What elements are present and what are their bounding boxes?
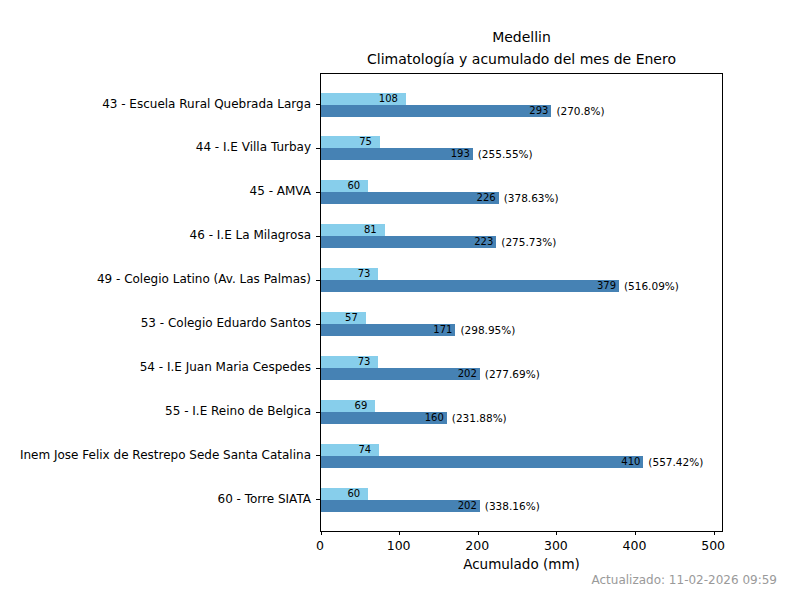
bar-percentage-label: (270.8%)	[556, 105, 604, 117]
bar-value-acumulado: 202	[458, 368, 477, 380]
bar-value-climatologia: 57	[345, 312, 358, 324]
y-axis-category-label: 60 - Torre SIATA	[218, 491, 312, 507]
bar-percentage-label: (298.95%)	[460, 324, 515, 336]
y-axis-category-label: 55 - I.E Reino de Belgica	[165, 403, 311, 419]
bar-acumulado	[321, 236, 496, 248]
x-axis-tick-label: 500	[683, 538, 743, 553]
bar-percentage-label: (378.63%)	[504, 192, 559, 204]
bar-value-acumulado: 293	[529, 105, 548, 117]
bar-value-climatologia: 75	[359, 136, 372, 148]
bar-acumulado	[321, 105, 551, 117]
chart-title-line2: Climatología y acumulado del mes de Ener…	[320, 48, 723, 70]
bar-value-climatologia: 69	[355, 400, 368, 412]
y-axis-tick	[316, 412, 320, 413]
x-axis-tick-label: 400	[605, 538, 665, 553]
x-axis-tick-label: 100	[369, 538, 429, 553]
chart-title-line1: Medellin	[320, 26, 723, 48]
bar-percentage-label: (557.42%)	[648, 456, 703, 468]
bar-acumulado	[321, 456, 643, 468]
bar-percentage-label: (231.88%)	[452, 412, 507, 424]
chart-title: Medellin Climatología y acumulado del me…	[320, 26, 723, 70]
bar-value-acumulado: 193	[451, 148, 470, 160]
y-axis-category-label: 49 - Colegio Latino (Av. Las Palmas)	[97, 271, 311, 287]
bar-value-acumulado: 410	[621, 456, 640, 468]
x-axis-tick	[635, 531, 636, 535]
bar-value-acumulado: 202	[458, 500, 477, 512]
y-axis-tick	[316, 455, 320, 456]
x-axis-tick-label: 300	[526, 538, 586, 553]
bar-acumulado	[321, 192, 499, 204]
y-axis-tick	[316, 368, 320, 369]
bar-acumulado	[321, 368, 480, 380]
x-axis-tick	[714, 531, 715, 535]
y-axis-tick	[316, 192, 320, 193]
plot-area: 108 293 (270.8%) 75 193 (255.55%) 60 226 (378.63…	[320, 73, 723, 532]
y-axis-category-label: 53 - Colegio Eduardo Santos	[141, 315, 311, 331]
bar-value-climatologia: 60	[347, 180, 360, 192]
y-axis-tick	[316, 148, 320, 149]
x-axis-tick-label: 0	[290, 538, 350, 553]
bar-percentage-label: (277.69%)	[485, 368, 540, 380]
y-axis-category-label: Inem Jose Felix de Restrepo Sede Santa C…	[20, 447, 311, 463]
x-axis-tick	[556, 531, 557, 535]
updated-timestamp: Actualizado: 11-02-2026 09:59	[591, 573, 777, 587]
bar-value-climatologia: 73	[358, 268, 371, 280]
bar-value-climatologia: 108	[379, 93, 398, 105]
bar-percentage-label: (275.73%)	[501, 236, 556, 248]
bar-percentage-label: (255.55%)	[478, 148, 533, 160]
bar-value-acumulado: 226	[477, 192, 496, 204]
y-axis-tick	[316, 236, 320, 237]
x-axis-tick	[321, 531, 322, 535]
bar-percentage-label: (516.09%)	[624, 280, 679, 292]
y-axis-tick	[316, 104, 320, 105]
bar-percentage-label: (338.16%)	[485, 500, 540, 512]
y-axis-category-label: 43 - Escuela Rural Quebrada Larga	[102, 96, 311, 112]
x-axis-title: Acumulado (mm)	[320, 556, 723, 572]
x-axis-tick	[399, 531, 400, 535]
y-axis-category-label: 44 - I.E Villa Turbay	[196, 139, 311, 155]
figure: Medellin Climatología y acumulado del me…	[0, 0, 800, 600]
bar-value-acumulado: 160	[425, 412, 444, 424]
bar-value-climatologia: 74	[358, 444, 371, 456]
bar-climatologia	[321, 180, 368, 192]
y-axis-tick	[316, 499, 320, 500]
bar-climatologia	[321, 488, 368, 500]
bar-value-acumulado: 379	[597, 280, 616, 292]
y-axis-tick	[316, 280, 320, 281]
bar-value-acumulado: 171	[433, 324, 452, 336]
x-axis-tick	[478, 531, 479, 535]
bar-acumulado	[321, 280, 619, 292]
bar-value-acumulado: 223	[474, 236, 493, 248]
bar-climatologia	[321, 312, 366, 324]
y-axis-category-label: 54 - I.E Juan Maria Cespedes	[140, 359, 311, 375]
bar-value-climatologia: 81	[364, 224, 377, 236]
bar-acumulado	[321, 500, 480, 512]
y-axis-tick	[316, 324, 320, 325]
bar-value-climatologia: 60	[347, 488, 360, 500]
bar-value-climatologia: 73	[358, 356, 371, 368]
y-axis-category-label: 45 - AMVA	[250, 183, 311, 199]
y-axis-category-label: 46 - I.E La Milagrosa	[190, 227, 311, 243]
x-axis-tick-label: 200	[447, 538, 507, 553]
